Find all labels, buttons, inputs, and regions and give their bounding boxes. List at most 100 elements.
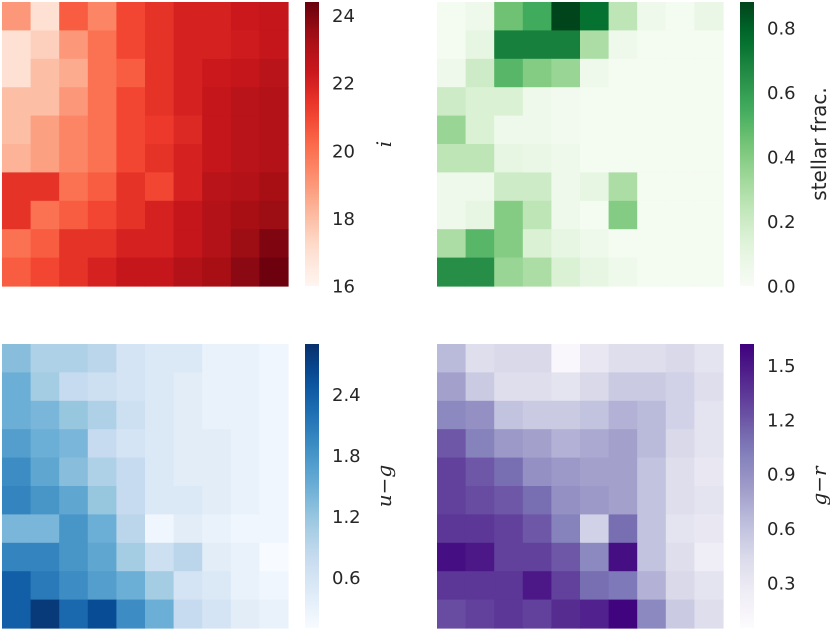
heatmap-cell <box>259 30 289 60</box>
heatmap-cell <box>665 599 695 629</box>
heatmap-panel-0: 24 22 20 18 16 i <box>2 2 396 298</box>
heatmap-cell <box>173 372 203 402</box>
heatmap-cell <box>694 115 724 145</box>
heatmap-cell <box>116 172 146 202</box>
heatmap-cell <box>230 2 260 31</box>
heatmap-cell <box>230 200 260 230</box>
heatmap-cell <box>665 58 695 88</box>
heatmap-cell <box>87 599 117 629</box>
heatmap-cell <box>259 229 289 259</box>
heatmap-cell <box>259 2 289 31</box>
heatmap-cell <box>637 115 667 145</box>
heatmap-cell <box>608 457 638 487</box>
heatmap-cell <box>437 172 467 202</box>
heatmap-cell <box>437 457 467 487</box>
colorbar-label: i <box>372 141 396 147</box>
heatmap-cell <box>694 514 724 544</box>
heatmap-panel-2: 2.4 1.8 1.2 0.6 u−g <box>2 344 396 629</box>
heatmap-cell <box>87 229 117 259</box>
heatmap-cell <box>87 429 117 459</box>
heatmap-cell <box>694 87 724 117</box>
heatmap-cell <box>580 429 610 459</box>
heatmap-cell <box>580 542 610 572</box>
heatmap-cell <box>665 87 695 117</box>
colorbar-tick-label: 1.8 <box>332 446 361 467</box>
heatmap-cell <box>173 87 203 117</box>
heatmap-cell <box>59 542 89 572</box>
heatmap-cell <box>259 486 289 515</box>
heatmap-cell <box>59 30 89 60</box>
heatmap-cell <box>494 229 524 259</box>
heatmap-cell <box>59 200 89 230</box>
heatmap-cell <box>465 344 495 373</box>
heatmap-cell <box>202 429 232 459</box>
heatmap-cell <box>494 58 524 88</box>
heatmap-cell <box>145 514 175 544</box>
heatmap-cell <box>522 514 552 544</box>
heatmap-cell <box>522 429 552 459</box>
heatmap-cell <box>580 200 610 230</box>
heatmap-cell <box>608 514 638 544</box>
heatmap-cell <box>173 200 203 230</box>
heatmap-cell <box>2 30 32 60</box>
heatmap-cell <box>87 172 117 202</box>
colorbar-tick-label: 1.2 <box>332 507 361 528</box>
heatmap-cell <box>551 2 581 31</box>
heatmap-cell <box>494 87 524 117</box>
heatmap-cell <box>665 400 695 430</box>
colorbar <box>740 344 754 628</box>
heatmap-cell <box>30 257 60 287</box>
heatmap-cell <box>580 172 610 202</box>
heatmap-cell <box>437 599 467 629</box>
heatmap-cell <box>30 2 60 31</box>
heatmap-cell <box>2 542 32 572</box>
heatmap-cell <box>522 229 552 259</box>
heatmap-cell <box>59 87 89 117</box>
heatmap-cell <box>694 58 724 88</box>
heatmap-cell <box>116 542 146 572</box>
heatmap-cell <box>522 344 552 373</box>
heatmap-cell <box>230 87 260 117</box>
heatmap-cell <box>465 257 495 287</box>
heatmap-cell <box>202 229 232 259</box>
heatmap-cell <box>259 571 289 601</box>
heatmap-cell <box>145 115 175 145</box>
heatmap-cell <box>59 571 89 601</box>
heatmap-cell <box>551 571 581 601</box>
heatmap-cell <box>437 144 467 173</box>
heatmap-cell <box>465 30 495 60</box>
heatmap-cell <box>2 400 32 430</box>
colorbar-tick-label: 1.5 <box>767 356 796 377</box>
heatmap-cell <box>637 486 667 515</box>
heatmap-cell <box>494 344 524 373</box>
heatmap-cell <box>59 400 89 430</box>
heatmap-panel-3: 1.5 1.2 0.9 0.6 0.3 g−r <box>437 344 830 629</box>
heatmap-cell <box>59 514 89 544</box>
heatmap-cell <box>145 229 175 259</box>
heatmap-cell <box>465 429 495 459</box>
heatmap-cell <box>202 2 232 31</box>
heatmap-cell <box>522 200 552 230</box>
heatmap-cell <box>145 200 175 230</box>
heatmap-cell <box>437 2 467 31</box>
heatmap-cell <box>694 257 724 287</box>
heatmap-cell <box>87 457 117 487</box>
heatmap-cell <box>608 599 638 629</box>
heatmap-cell <box>694 372 724 402</box>
heatmap-cell <box>637 457 667 487</box>
heatmap-cell <box>230 372 260 402</box>
heatmap-cell <box>87 200 117 230</box>
heatmap-cell <box>580 514 610 544</box>
heatmap-cell <box>59 486 89 515</box>
heatmap-cell <box>259 115 289 145</box>
heatmap-cell <box>665 372 695 402</box>
heatmap-cell <box>437 400 467 430</box>
heatmap-cell <box>87 2 117 31</box>
heatmap-cell <box>494 457 524 487</box>
heatmap-cell <box>87 30 117 60</box>
heatmap-cell <box>637 372 667 402</box>
heatmap-cell <box>59 457 89 487</box>
heatmap-cell <box>522 372 552 402</box>
heatmap-panel-1: 0.8 0.6 0.4 0.2 0.0 stellar frac. <box>437 2 830 298</box>
